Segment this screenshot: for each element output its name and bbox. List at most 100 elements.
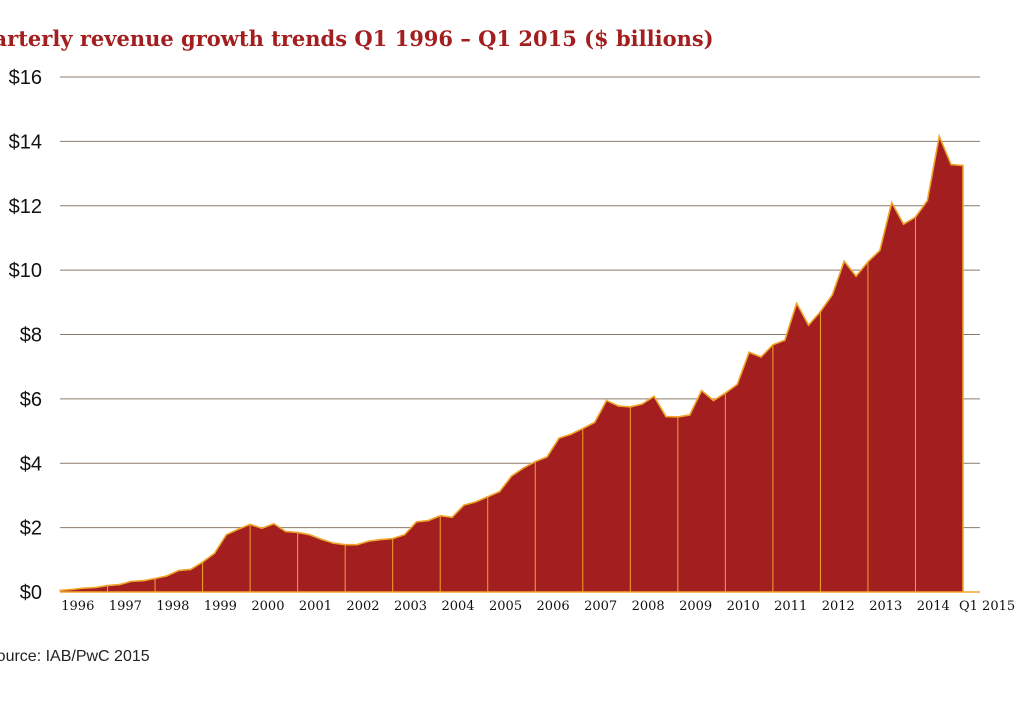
data-point (534, 460, 537, 463)
source-note: Source: IAB/PwC 2015 (0, 648, 150, 665)
x-tick-label: 2008 (632, 599, 665, 614)
y-axis-ticks: $0 $2 $4 $6 $8 $10 $12 $14 $16 (9, 67, 42, 604)
data-point (403, 533, 406, 536)
y-tick-label: $10 (9, 260, 42, 282)
data-point (938, 135, 941, 138)
data-point (665, 415, 667, 418)
data-point (154, 577, 156, 580)
data-point (189, 568, 192, 571)
data-point (962, 164, 964, 167)
y-tick-label: $16 (9, 67, 42, 89)
data-point (760, 356, 762, 358)
data-point (166, 575, 168, 577)
data-point (427, 519, 430, 522)
data-point (558, 437, 560, 439)
x-tick-label: 2001 (299, 599, 332, 614)
data-point (617, 405, 620, 407)
data-point (783, 339, 786, 342)
data-point (581, 427, 584, 430)
data-point (831, 294, 834, 296)
x-tick-label: 2012 (822, 599, 855, 614)
data-point (510, 475, 513, 477)
data-point (641, 403, 643, 405)
data-point (855, 275, 857, 278)
data-point (748, 351, 750, 354)
data-point (914, 216, 917, 218)
data-point (296, 531, 299, 534)
data-point (130, 580, 133, 583)
data-point (795, 302, 798, 305)
data-point (178, 569, 180, 572)
data-point (522, 467, 525, 469)
data-point (261, 527, 263, 530)
data-point (249, 523, 251, 526)
data-point (308, 533, 311, 536)
data-point (593, 421, 596, 424)
data-point (486, 495, 489, 498)
data-point (819, 310, 822, 313)
data-point (273, 522, 275, 525)
data-point (629, 406, 632, 408)
data-point (653, 395, 655, 398)
data-point (344, 543, 346, 546)
data-point (225, 533, 228, 536)
y-tick-label: $6 (20, 389, 42, 411)
series-line (59, 133, 964, 592)
data-point (451, 516, 453, 519)
chart-title: Quarterly revenue growth trends Q1 1996 … (0, 26, 714, 51)
x-tick-label: 1996 (61, 599, 94, 614)
data-point (82, 587, 85, 589)
data-point (498, 490, 501, 493)
data-point (237, 528, 240, 531)
data-point (142, 579, 144, 582)
data-point (700, 389, 703, 392)
data-point (772, 344, 774, 346)
data-point (843, 260, 845, 262)
x-tick-label: 2000 (251, 599, 284, 614)
data-point (879, 249, 881, 252)
data-point (332, 542, 335, 544)
x-tick-label: 2005 (489, 599, 522, 614)
x-tick-label: 2014 (917, 599, 950, 614)
x-tick-label: 2013 (869, 599, 902, 614)
x-tick-label: 2010 (727, 599, 760, 614)
y-tick-label: $14 (9, 131, 42, 153)
data-point (106, 584, 109, 587)
data-point (724, 392, 727, 394)
data-point (213, 552, 216, 555)
data-point (59, 589, 61, 592)
data-point (380, 538, 382, 541)
x-tick-label: 2002 (346, 599, 379, 614)
data-point (118, 583, 121, 586)
x-tick-label: 1999 (204, 599, 237, 614)
x-tick-label: 2004 (441, 599, 474, 614)
data-point (391, 537, 394, 540)
data-point (570, 433, 572, 436)
y-tick-label: $12 (9, 196, 42, 218)
data-point (605, 399, 608, 402)
data-point (807, 324, 810, 326)
area-series (59, 133, 980, 593)
data-point (284, 530, 287, 533)
data-point (356, 543, 358, 546)
x-tick-label: 2009 (679, 599, 712, 614)
data-point (688, 414, 691, 416)
data-point (890, 201, 893, 204)
y-tick-label: $0 (20, 582, 42, 604)
data-point (475, 501, 477, 503)
gridlines (60, 76, 980, 529)
x-tick-label: Q1 2015 (959, 599, 1015, 614)
data-point (71, 588, 73, 591)
data-point (463, 504, 465, 506)
data-point (736, 383, 739, 386)
data-point (712, 399, 715, 402)
data-point (415, 521, 418, 523)
data-point (320, 538, 323, 541)
data-point (950, 163, 952, 166)
data-point (94, 586, 97, 589)
data-point (902, 223, 905, 225)
data-point (926, 199, 929, 202)
x-tick-label: 2003 (394, 599, 427, 614)
